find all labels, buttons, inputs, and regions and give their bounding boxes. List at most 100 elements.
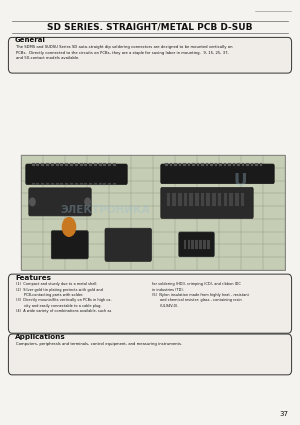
Bar [56, 163, 58, 166]
Bar [232, 163, 235, 166]
Bar [36, 183, 39, 185]
Bar [203, 240, 206, 249]
Text: SD SERIES. STRAIGHT/METAL PCB D-SUB: SD SERIES. STRAIGHT/METAL PCB D-SUB [47, 23, 253, 32]
Bar [228, 163, 231, 166]
Bar [113, 183, 116, 185]
Bar [229, 193, 233, 206]
Bar [99, 163, 102, 166]
Bar [183, 163, 186, 166]
Text: for soldering (HDI), crimping (CD), and ribbon IDC
in industries (TD).
(5)  Nylo: for soldering (HDI), crimping (CD), and … [152, 282, 248, 308]
FancyBboxPatch shape [26, 164, 127, 184]
Bar [84, 163, 87, 166]
Bar [103, 183, 106, 185]
FancyBboxPatch shape [179, 232, 214, 257]
Bar [56, 183, 58, 185]
FancyBboxPatch shape [29, 188, 91, 216]
Bar [188, 240, 190, 249]
Bar [174, 163, 177, 166]
Bar [201, 193, 204, 206]
Bar [188, 163, 190, 166]
FancyBboxPatch shape [105, 228, 152, 261]
Bar [108, 163, 111, 166]
FancyBboxPatch shape [51, 231, 88, 259]
Bar [32, 183, 34, 185]
Text: U: U [233, 172, 247, 190]
Bar [255, 163, 258, 166]
Circle shape [30, 198, 35, 206]
Bar [250, 163, 253, 166]
Bar [235, 193, 238, 206]
Bar [89, 183, 92, 185]
Bar [201, 163, 204, 166]
Bar [184, 240, 186, 249]
FancyBboxPatch shape [8, 334, 292, 375]
Circle shape [62, 218, 76, 236]
Bar [65, 183, 68, 185]
Bar [206, 193, 210, 206]
Bar [165, 163, 168, 166]
Bar [246, 163, 249, 166]
Bar [60, 163, 63, 166]
Bar [80, 183, 82, 185]
FancyBboxPatch shape [8, 274, 292, 333]
Bar [237, 163, 240, 166]
Bar [214, 163, 217, 166]
Bar [60, 183, 63, 185]
FancyBboxPatch shape [8, 37, 292, 73]
Bar [224, 193, 227, 206]
Bar [178, 163, 181, 166]
Bar [184, 193, 187, 206]
Bar [172, 193, 176, 206]
Bar [218, 193, 221, 206]
Bar [169, 163, 172, 166]
Bar [210, 163, 213, 166]
Bar [195, 193, 199, 206]
Text: 37: 37 [279, 411, 288, 417]
Text: (1)  Compact and sturdy due to a metal shell.
(2)  Silver gold tin plating prote: (1) Compact and sturdy due to a metal sh… [16, 282, 112, 313]
Text: Computers, peripherals and terminals, control equipment, and measuring instrumen: Computers, peripherals and terminals, co… [16, 342, 183, 346]
Text: Features: Features [15, 275, 51, 281]
Bar [51, 183, 54, 185]
Bar [199, 240, 202, 249]
Bar [224, 163, 226, 166]
Bar [36, 163, 39, 166]
Bar [196, 163, 199, 166]
Bar [195, 240, 198, 249]
Bar [65, 163, 68, 166]
Bar [108, 183, 111, 185]
Bar [113, 163, 116, 166]
Bar [70, 163, 73, 166]
Bar [70, 183, 73, 185]
Bar [51, 163, 54, 166]
Bar [32, 163, 34, 166]
Bar [167, 193, 170, 206]
Bar [212, 193, 216, 206]
Bar [242, 163, 244, 166]
Bar [191, 240, 194, 249]
Bar [94, 183, 97, 185]
Bar [206, 163, 208, 166]
Text: Applications: Applications [15, 334, 66, 340]
Bar [75, 163, 78, 166]
FancyBboxPatch shape [161, 164, 274, 184]
Bar [260, 163, 262, 166]
Bar [241, 193, 244, 206]
Bar [207, 240, 210, 249]
Bar [99, 183, 102, 185]
Circle shape [85, 198, 90, 206]
Bar [21, 155, 285, 270]
Bar [219, 163, 222, 166]
FancyBboxPatch shape [161, 187, 253, 218]
Bar [94, 163, 97, 166]
Bar [46, 183, 49, 185]
Text: ЭЛЕКТРОНИКА: ЭЛЕКТРОНИКА [60, 205, 150, 215]
Bar [192, 163, 195, 166]
Text: The SDMS and SUDSU Series SD auto-straight dip soldering connectors are designed: The SDMS and SUDSU Series SD auto-straig… [16, 45, 233, 60]
Bar [75, 183, 78, 185]
Bar [41, 163, 44, 166]
Bar [80, 163, 82, 166]
Bar [84, 183, 87, 185]
Bar [41, 183, 44, 185]
Text: General: General [15, 37, 46, 43]
Bar [189, 193, 193, 206]
